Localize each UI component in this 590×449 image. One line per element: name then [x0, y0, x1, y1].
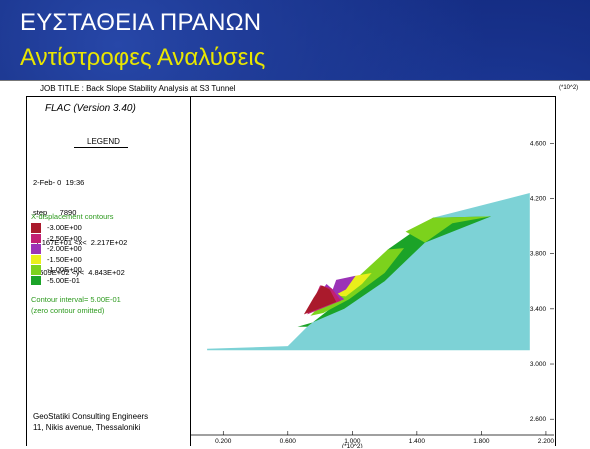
y-tick-label-1: 4.200 — [530, 195, 547, 202]
header-divider — [26, 96, 556, 97]
contour-legend-title: X-displacement contours — [31, 212, 114, 221]
x-tick-label-4: 1.800 — [473, 438, 490, 445]
contour-swatch — [31, 275, 41, 285]
contour-swatch — [31, 244, 41, 254]
run-date: 2-Feb- 0 19:36 — [33, 178, 85, 187]
contour-swatch-label: -1.50E+00 — [47, 254, 82, 264]
contour-swatch — [31, 254, 41, 264]
y-range: 2.509E+02 <y< 4.843E+02 — [33, 268, 125, 277]
legend-heading-underline — [74, 147, 128, 148]
contour-interval-value: Contour interval= 5.00E-01 — [31, 295, 121, 304]
y-tick-label-3: 3.400 — [530, 306, 547, 313]
contour-interval: Contour interval= 5.00E-01 (zero contour… — [31, 294, 121, 316]
x-axis-scale-label: (*10^2) — [342, 443, 363, 448]
slide-subtitle: Αντίστροφες Αναλύσεις — [20, 44, 266, 71]
company-name: GeoStatiki Consulting Engineers — [33, 412, 149, 421]
y-tick-label-0: 4.600 — [530, 140, 547, 147]
x-tick-label-1: 0.600 — [280, 438, 297, 445]
contour-region-2 — [405, 216, 492, 243]
slide-title: ΕΥΣΤΑΘΕΙΑ ΠΡΑΝΩΝ — [20, 9, 262, 36]
x-tick-label-0: 0.200 — [215, 438, 232, 445]
x-tick-label-5: 2.200 — [538, 438, 555, 445]
contour-region-8 — [303, 285, 337, 315]
x-tick-label-2: 1.000 — [344, 438, 361, 445]
software-version: FLAC (Version 3.40) — [45, 103, 136, 114]
displacement-contour-plot: 0.200 0.600 1.000 1.400 1.800 2.200 (*10^2) 4.6… — [191, 140, 555, 448]
contour-swatch — [31, 223, 41, 233]
legend-heading: LEGEND — [87, 137, 120, 146]
company-footer: GeoStatiki Consulting Engineers 11, Niki… — [33, 411, 148, 433]
legend-left-border — [26, 96, 27, 446]
run-step: step 7890 — [33, 208, 77, 217]
company-address: 11, Nikis avenue, Thessaloniki — [33, 423, 141, 432]
contour-swatch-label: -5.00E-01 — [47, 275, 80, 285]
contour-swatch — [31, 265, 41, 275]
job-title: JOB TITLE : Back Slope Stability Analysi… — [40, 84, 236, 93]
y-tick-label-4: 3.000 — [530, 361, 547, 368]
run-metadata: 2-Feb- 0 19:36 step 7890 -1.167E+01 <x< … — [33, 158, 127, 298]
x-range: -1.167E+01 <x< 2.217E+02 — [33, 238, 128, 247]
contour-swatch-label: -2.00E+00 — [47, 244, 82, 253]
contour-swatch-label: -3.00E+00 — [47, 223, 82, 232]
contour-interval-note: (zero contour omitted) — [31, 306, 105, 315]
plot-right-axis — [555, 96, 556, 446]
contour-swatch-label: -1.00E+00 — [47, 265, 82, 274]
legend-plot-divider — [190, 96, 191, 446]
y-tick-label-5: 2.600 — [530, 416, 547, 423]
y-scale-label: (*10^2) — [559, 85, 579, 91]
contour-swatch-label: -2.50E+00 — [47, 233, 82, 243]
contour-swatch — [31, 233, 41, 243]
x-tick-label-3: 1.400 — [409, 438, 426, 445]
y-tick-label-2: 3.800 — [530, 251, 547, 258]
